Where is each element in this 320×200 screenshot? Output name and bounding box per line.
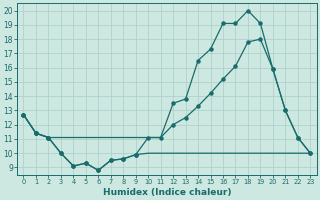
X-axis label: Humidex (Indice chaleur): Humidex (Indice chaleur) [103,188,231,197]
